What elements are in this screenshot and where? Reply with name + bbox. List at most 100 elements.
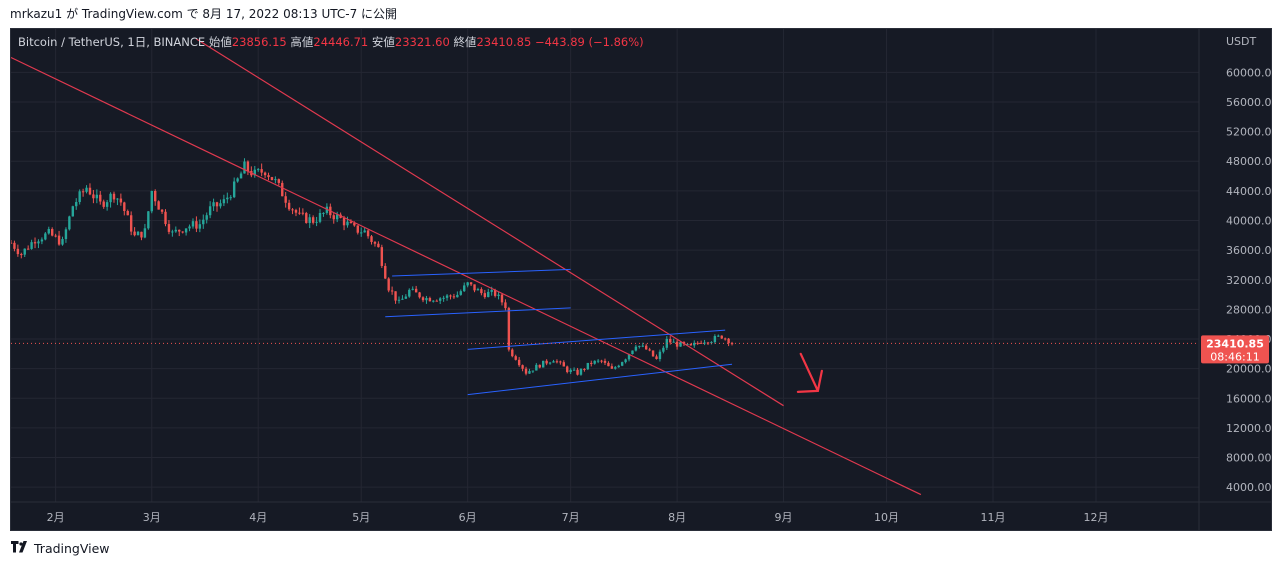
candle bbox=[593, 360, 596, 365]
candle-body bbox=[727, 338, 730, 344]
candle-body bbox=[500, 294, 504, 303]
candle-body bbox=[239, 173, 243, 179]
candle bbox=[696, 341, 699, 346]
candle bbox=[401, 295, 404, 300]
candle bbox=[174, 226, 178, 233]
candle bbox=[620, 361, 624, 367]
drawings-layer[interactable] bbox=[11, 38, 1199, 496]
candle-body bbox=[363, 230, 366, 233]
candle bbox=[308, 214, 311, 229]
candle bbox=[720, 335, 723, 340]
candle-body bbox=[445, 295, 449, 298]
candle-body bbox=[311, 217, 315, 223]
chart-canvas[interactable]: 4000.00 8000.00 12000.00 16000.00 20000.00 24… bbox=[11, 29, 1271, 530]
candle bbox=[366, 229, 370, 239]
candle-body bbox=[555, 361, 559, 363]
candle-body bbox=[47, 229, 50, 234]
price-tick-label: 52000.00 bbox=[1226, 126, 1271, 139]
candle bbox=[390, 286, 394, 295]
candle-body bbox=[689, 343, 693, 346]
candle-body bbox=[438, 298, 442, 301]
candle bbox=[507, 306, 511, 352]
price-tick-label: 56000.00 bbox=[1226, 96, 1271, 109]
candle bbox=[521, 364, 524, 372]
candle bbox=[277, 178, 281, 186]
candle-body bbox=[610, 366, 614, 369]
candle-body bbox=[260, 169, 263, 173]
candle-body bbox=[710, 342, 713, 344]
candle bbox=[150, 190, 153, 214]
candle bbox=[672, 338, 675, 343]
candle bbox=[102, 199, 105, 209]
candle bbox=[380, 244, 384, 269]
candlesticks bbox=[11, 158, 734, 376]
candle bbox=[706, 341, 710, 346]
candle bbox=[222, 194, 226, 207]
close-label: 終値 bbox=[453, 35, 477, 49]
candle bbox=[37, 239, 40, 249]
chart-area[interactable]: 4000.00 8000.00 12000.00 16000.00 20000.00 24… bbox=[10, 28, 1272, 531]
time-tick-label: 7月 bbox=[562, 511, 580, 524]
candle-body bbox=[133, 231, 136, 236]
channel-2-upper bbox=[467, 329, 726, 350]
candle-body bbox=[531, 370, 535, 372]
candle-body bbox=[569, 369, 572, 373]
symbol-legend[interactable]: Bitcoin / TetherUS, 1日, BINANCE 始値23856.… bbox=[18, 34, 644, 50]
candle-body bbox=[366, 230, 370, 237]
candle-body bbox=[284, 196, 287, 203]
candle-body bbox=[713, 336, 717, 343]
candle bbox=[713, 334, 717, 344]
candle bbox=[655, 354, 658, 360]
price-tick-label: 48000.00 bbox=[1226, 155, 1271, 168]
candle-body bbox=[638, 345, 641, 347]
candle bbox=[524, 366, 528, 376]
candle bbox=[727, 337, 730, 347]
candle bbox=[198, 219, 202, 233]
candle bbox=[535, 363, 538, 371]
candle-body bbox=[655, 356, 658, 360]
price-tick-label: 4000.00 bbox=[1226, 481, 1271, 494]
candle bbox=[463, 282, 466, 292]
candle-body bbox=[387, 278, 390, 291]
candle-body bbox=[442, 297, 445, 299]
candle-body bbox=[425, 298, 428, 301]
candle-body bbox=[81, 191, 85, 193]
candle bbox=[181, 231, 184, 234]
candle bbox=[154, 189, 157, 206]
candle bbox=[322, 212, 325, 217]
candle bbox=[397, 296, 401, 304]
candle-body bbox=[414, 288, 418, 293]
grid-lines bbox=[11, 29, 1271, 530]
candle bbox=[452, 293, 456, 299]
candle bbox=[157, 200, 160, 210]
candle-body bbox=[335, 214, 339, 220]
candle-body bbox=[651, 350, 655, 357]
channel-1-lower bbox=[385, 307, 571, 318]
candle-body bbox=[463, 285, 466, 292]
candle-body bbox=[675, 341, 679, 347]
candle bbox=[579, 368, 583, 376]
candle bbox=[88, 183, 92, 196]
candle-body bbox=[428, 298, 432, 302]
candle bbox=[648, 347, 651, 352]
candle-body bbox=[294, 210, 298, 213]
candle bbox=[669, 336, 672, 345]
candle bbox=[514, 354, 517, 361]
candle-body bbox=[404, 296, 408, 299]
candle bbox=[191, 218, 195, 229]
author-name[interactable]: mrkazu1 bbox=[10, 7, 63, 21]
candle bbox=[85, 185, 88, 194]
candle bbox=[40, 237, 44, 245]
candle bbox=[473, 284, 476, 293]
candle bbox=[71, 205, 75, 217]
candle bbox=[215, 201, 219, 212]
candle bbox=[425, 295, 428, 304]
footer-brand[interactable]: TradingView bbox=[10, 536, 110, 560]
candle-body bbox=[384, 265, 387, 279]
candle bbox=[641, 342, 644, 348]
candle-body bbox=[566, 366, 569, 373]
candle bbox=[438, 297, 442, 304]
time-tick-label: 6月 bbox=[459, 511, 477, 524]
candle bbox=[483, 289, 487, 299]
candle-body bbox=[418, 292, 421, 298]
